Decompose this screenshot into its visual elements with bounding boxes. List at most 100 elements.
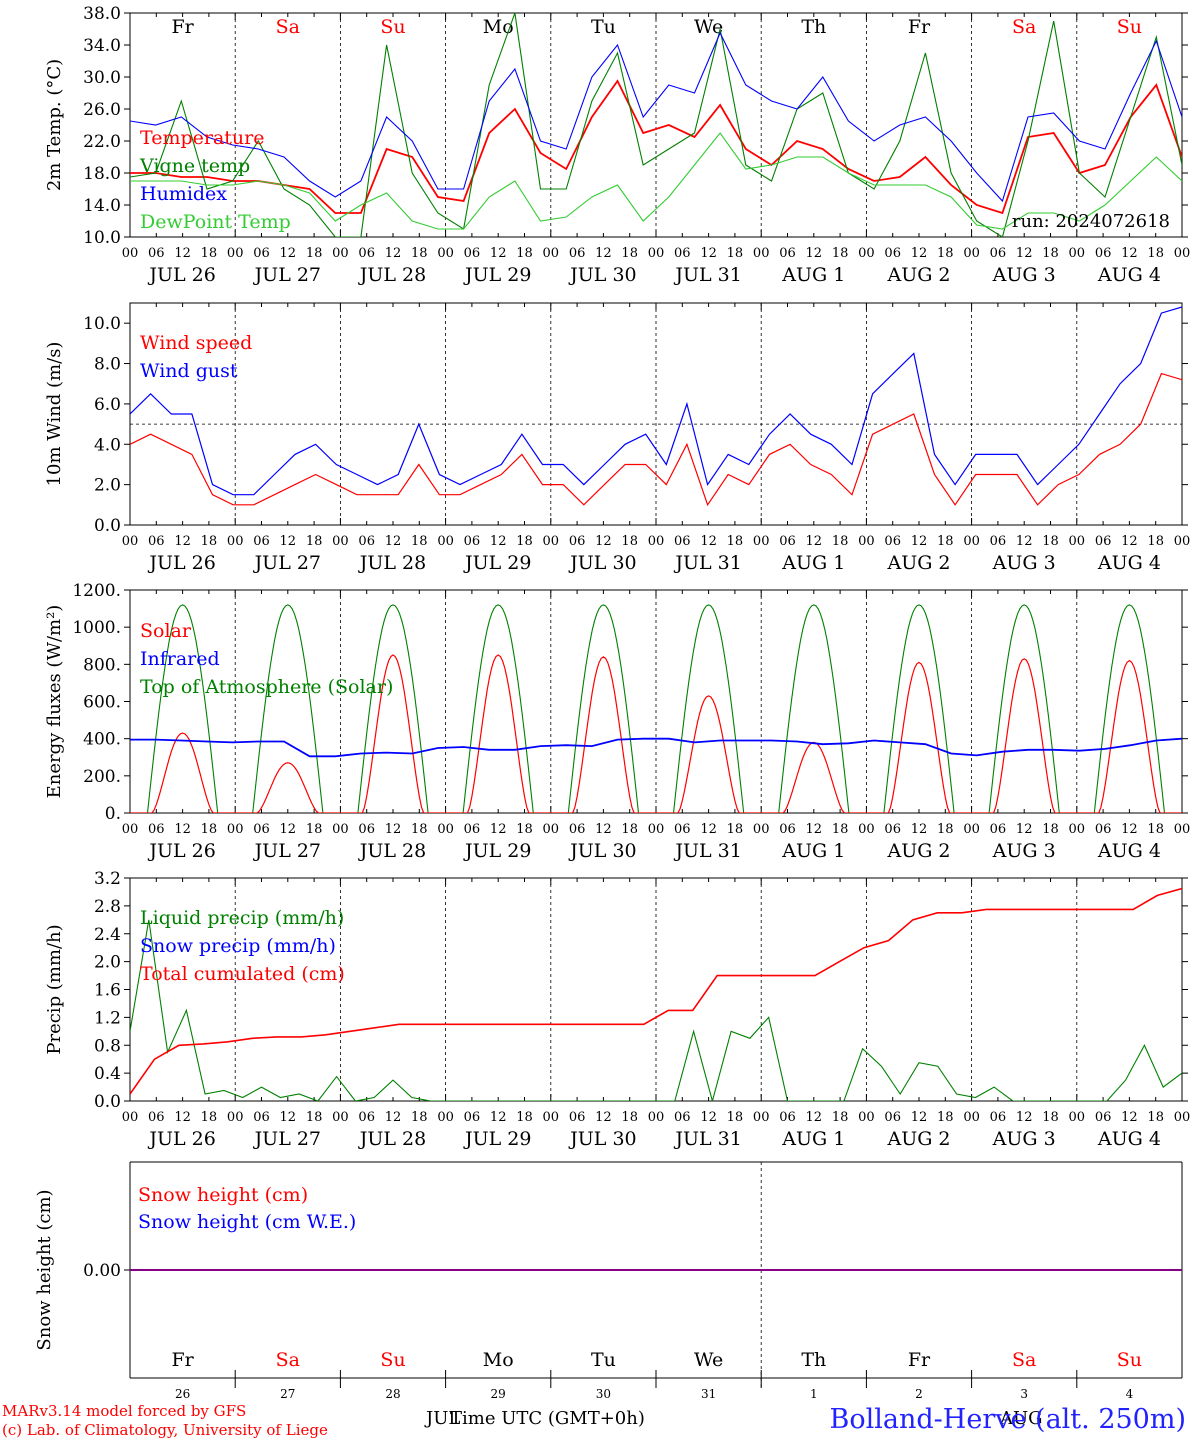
hour-tick-label: 06: [884, 246, 901, 261]
hour-tick-label: 00: [858, 822, 875, 837]
hour-tick-label: 18: [411, 246, 428, 261]
date-label: JUL 27: [253, 264, 321, 286]
hour-tick-label: 18: [516, 534, 533, 549]
legend-entry: Liquid precip (mm/h): [140, 907, 344, 929]
hour-tick-label: 00: [648, 1110, 665, 1125]
hour-tick-label: 00: [543, 1110, 560, 1125]
hour-tick-label: 12: [385, 822, 402, 837]
hour-tick-label: 06: [779, 246, 796, 261]
hour-tick-label: 06: [464, 1110, 481, 1125]
hour-tick-label: 18: [306, 1110, 323, 1125]
x-tick-labels: 00 06 12 18 JUL 26 00 06 12 18 JUL 27 00 06 12 18 JUL …: [122, 822, 1191, 862]
weekday-label: Sa: [1012, 16, 1036, 38]
y-tick-label: 1.6: [94, 981, 121, 1001]
hour-tick-label: 06: [358, 822, 375, 837]
hour-tick-label: 12: [490, 1110, 507, 1125]
hour-tick-label: 18: [516, 246, 533, 261]
date-label: JUL 29: [463, 840, 531, 862]
hour-tick-label: 06: [148, 1110, 165, 1125]
y-tick-label: 2.8: [94, 897, 121, 917]
hour-tick-label: 12: [1121, 534, 1138, 549]
weekday-label: Fr: [171, 16, 194, 38]
hour-tick-label: 06: [884, 1110, 901, 1125]
hour-tick-label: 06: [253, 1110, 270, 1125]
hour-tick-label: 06: [358, 534, 375, 549]
y-tick-label: 8.0: [94, 355, 121, 375]
hour-tick-label: 18: [1042, 246, 1059, 261]
y-axis-title: Snow height (cm): [34, 1189, 55, 1350]
series-line: [130, 604, 1182, 813]
credit-line-1: MARv3.14 model forced by GFS: [2, 1402, 246, 1420]
hour-tick-label: 18: [1147, 822, 1164, 837]
hour-tick-label: 12: [595, 534, 612, 549]
hour-tick-label: 00: [1174, 246, 1191, 261]
hour-tick-label: 18: [306, 246, 323, 261]
series-line: [130, 654, 1182, 813]
hour-tick-label: 00: [963, 822, 980, 837]
series-line: [130, 887, 1182, 1095]
hour-tick-label: 18: [201, 246, 218, 261]
y-tick-label: 34.0: [83, 36, 121, 56]
x-tick-labels: 00 06 12 18 JUL 26 00 06 12 18 JUL 27 00 06 12 18 JUL …: [122, 246, 1191, 286]
hour-tick-label: 12: [911, 822, 928, 837]
hour-tick-label: 00: [332, 1110, 349, 1125]
hour-tick-label: 00: [1069, 822, 1086, 837]
date-label: AUG 4: [1097, 264, 1161, 286]
hour-tick-label: 18: [306, 822, 323, 837]
hour-tick-label: 18: [621, 1110, 638, 1125]
date-label: AUG 1: [781, 1128, 845, 1150]
hour-tick-label: 06: [569, 246, 586, 261]
hour-tick-label: 06: [253, 822, 270, 837]
hour-tick-label: 06: [358, 246, 375, 261]
date-label: JUL 26: [147, 552, 215, 574]
date-label: JUL 26: [147, 264, 215, 286]
hour-tick-label: 00: [332, 246, 349, 261]
hour-tick-label: 12: [911, 1110, 928, 1125]
date-label: JUL 30: [568, 840, 636, 862]
day-number-label: 31: [701, 1387, 716, 1401]
hour-tick-label: 06: [779, 822, 796, 837]
hour-tick-label: 00: [437, 246, 454, 261]
hour-tick-label: 06: [358, 1110, 375, 1125]
series-line: [130, 919, 1182, 1101]
hour-tick-label: 06: [569, 1110, 586, 1125]
credit-line-2: (c) Lab. of Climatology, University of L…: [2, 1421, 328, 1439]
hour-tick-label: 00: [1174, 534, 1191, 549]
weekday-label: Su: [380, 1349, 405, 1371]
y-axis-title: 10m Wind (m/s): [44, 342, 65, 487]
series-line: [130, 132, 1182, 230]
hour-tick-label: 00: [963, 246, 980, 261]
hour-tick-label: 12: [280, 822, 297, 837]
weekday-label: Th: [801, 1349, 826, 1371]
day-number-label: 2: [915, 1387, 923, 1401]
y-axis-title: Precip (mm/h): [44, 924, 65, 1054]
hour-tick-label: 06: [674, 822, 691, 837]
x-tick-labels: 00 06 12 18 JUL 26 00 06 12 18 JUL 27 00 06 12 18 JUL …: [122, 534, 1191, 574]
legend-entry: Snow height (cm): [138, 1184, 308, 1206]
station-title: Bolland-Herve (alt. 250m): [830, 1404, 1186, 1435]
hour-tick-label: 12: [595, 246, 612, 261]
hour-tick-label: 06: [1095, 534, 1112, 549]
weekday-label: Fr: [908, 1349, 931, 1371]
series-line: [130, 737, 1182, 758]
day-number-label: 26: [175, 1387, 190, 1401]
hour-tick-label: 12: [1016, 1110, 1033, 1125]
hour-tick-label: 12: [1121, 822, 1138, 837]
legend-entry: Vigne temp: [139, 155, 250, 177]
hour-tick-label: 18: [832, 534, 849, 549]
y-tick-label: 38.0: [83, 4, 121, 24]
legend-entry: Snow precip (mm/h): [140, 935, 336, 957]
weekday-label: Mo: [483, 1349, 514, 1371]
hour-tick-label: 06: [779, 1110, 796, 1125]
date-label: AUG 1: [781, 552, 845, 574]
hour-tick-label: 12: [1016, 246, 1033, 261]
hour-tick-label: 00: [858, 1110, 875, 1125]
hour-tick-label: 00: [122, 246, 139, 261]
hour-tick-label: 00: [753, 246, 770, 261]
hour-tick-label: 18: [937, 246, 954, 261]
hour-tick-label: 06: [148, 822, 165, 837]
hour-tick-label: 18: [727, 534, 744, 549]
hour-tick-label: 06: [779, 534, 796, 549]
hour-tick-label: 12: [806, 534, 823, 549]
hour-tick-label: 00: [1174, 822, 1191, 837]
